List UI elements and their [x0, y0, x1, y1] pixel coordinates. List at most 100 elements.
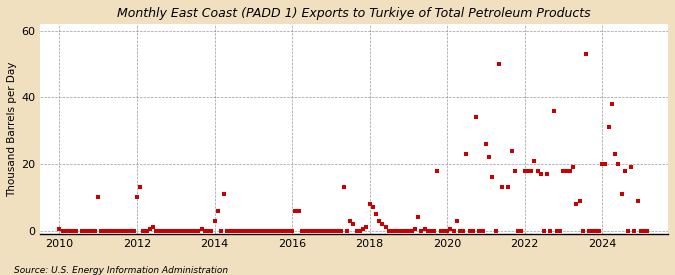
Point: [215, 229, 226, 233]
Point: [300, 229, 310, 233]
Point: [329, 229, 340, 233]
Point: [132, 195, 142, 199]
Point: [600, 162, 611, 166]
Point: [493, 62, 504, 66]
Point: [458, 229, 468, 233]
Point: [254, 229, 265, 233]
Point: [470, 115, 481, 119]
Point: [173, 229, 184, 233]
Point: [574, 198, 585, 203]
Point: [106, 229, 117, 233]
Point: [290, 208, 300, 213]
Point: [354, 229, 365, 233]
Point: [332, 229, 343, 233]
Point: [435, 229, 446, 233]
Point: [571, 202, 582, 206]
Point: [558, 168, 569, 173]
Text: Source: U.S. Energy Information Administration: Source: U.S. Energy Information Administ…: [14, 266, 227, 275]
Point: [54, 227, 65, 231]
Point: [261, 229, 271, 233]
Point: [351, 229, 362, 233]
Point: [61, 229, 72, 233]
Point: [170, 229, 181, 233]
Point: [487, 175, 497, 180]
Point: [177, 229, 188, 233]
Point: [506, 148, 517, 153]
Point: [406, 229, 417, 233]
Point: [109, 229, 119, 233]
Point: [248, 229, 259, 233]
Point: [529, 158, 540, 163]
Point: [468, 229, 479, 233]
Point: [561, 168, 572, 173]
Point: [461, 152, 472, 156]
Point: [103, 229, 113, 233]
Point: [620, 168, 630, 173]
Y-axis label: Thousand Barrels per Day: Thousand Barrels per Day: [7, 61, 17, 197]
Point: [258, 229, 269, 233]
Point: [593, 229, 604, 233]
Point: [322, 229, 333, 233]
Point: [70, 229, 81, 233]
Point: [277, 229, 288, 233]
Point: [568, 165, 578, 169]
Point: [99, 229, 110, 233]
Point: [222, 229, 233, 233]
Point: [455, 229, 466, 233]
Title: Monthly East Coast (PADD 1) Exports to Turkiye of Total Petroleum Products: Monthly East Coast (PADD 1) Exports to T…: [117, 7, 591, 20]
Point: [313, 229, 323, 233]
Point: [202, 229, 213, 233]
Point: [167, 229, 178, 233]
Point: [481, 142, 491, 146]
Point: [484, 155, 495, 160]
Point: [555, 229, 566, 233]
Point: [199, 229, 210, 233]
Point: [551, 229, 562, 233]
Point: [396, 229, 407, 233]
Point: [184, 229, 194, 233]
Point: [374, 218, 385, 223]
Point: [580, 52, 591, 56]
Point: [338, 185, 349, 189]
Point: [526, 168, 537, 173]
Point: [141, 229, 152, 233]
Point: [122, 229, 133, 233]
Point: [377, 222, 388, 226]
Point: [590, 229, 601, 233]
Point: [225, 229, 236, 233]
Point: [161, 229, 171, 233]
Point: [219, 192, 230, 196]
Point: [513, 229, 524, 233]
Point: [390, 229, 401, 233]
Point: [419, 227, 430, 231]
Point: [519, 168, 530, 173]
Point: [361, 225, 372, 229]
Point: [144, 227, 155, 231]
Point: [452, 218, 462, 223]
Point: [516, 229, 526, 233]
Point: [425, 229, 436, 233]
Point: [439, 229, 450, 233]
Point: [232, 229, 242, 233]
Point: [244, 229, 255, 233]
Point: [412, 215, 423, 219]
Point: [196, 227, 207, 231]
Point: [251, 229, 262, 233]
Point: [296, 229, 307, 233]
Point: [474, 229, 485, 233]
Point: [383, 229, 394, 233]
Point: [271, 229, 281, 233]
Point: [545, 229, 556, 233]
Point: [80, 229, 90, 233]
Point: [229, 229, 240, 233]
Point: [193, 229, 204, 233]
Point: [128, 229, 139, 233]
Point: [597, 162, 608, 166]
Point: [93, 195, 104, 199]
Point: [606, 102, 617, 106]
Point: [135, 185, 146, 189]
Point: [503, 185, 514, 189]
Point: [642, 229, 653, 233]
Point: [510, 168, 520, 173]
Point: [325, 229, 336, 233]
